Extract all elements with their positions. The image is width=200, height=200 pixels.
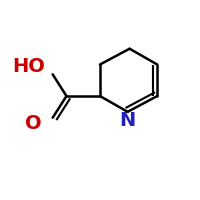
- Text: O: O: [25, 114, 41, 133]
- Text: N: N: [119, 111, 136, 130]
- Text: HO: HO: [13, 57, 45, 76]
